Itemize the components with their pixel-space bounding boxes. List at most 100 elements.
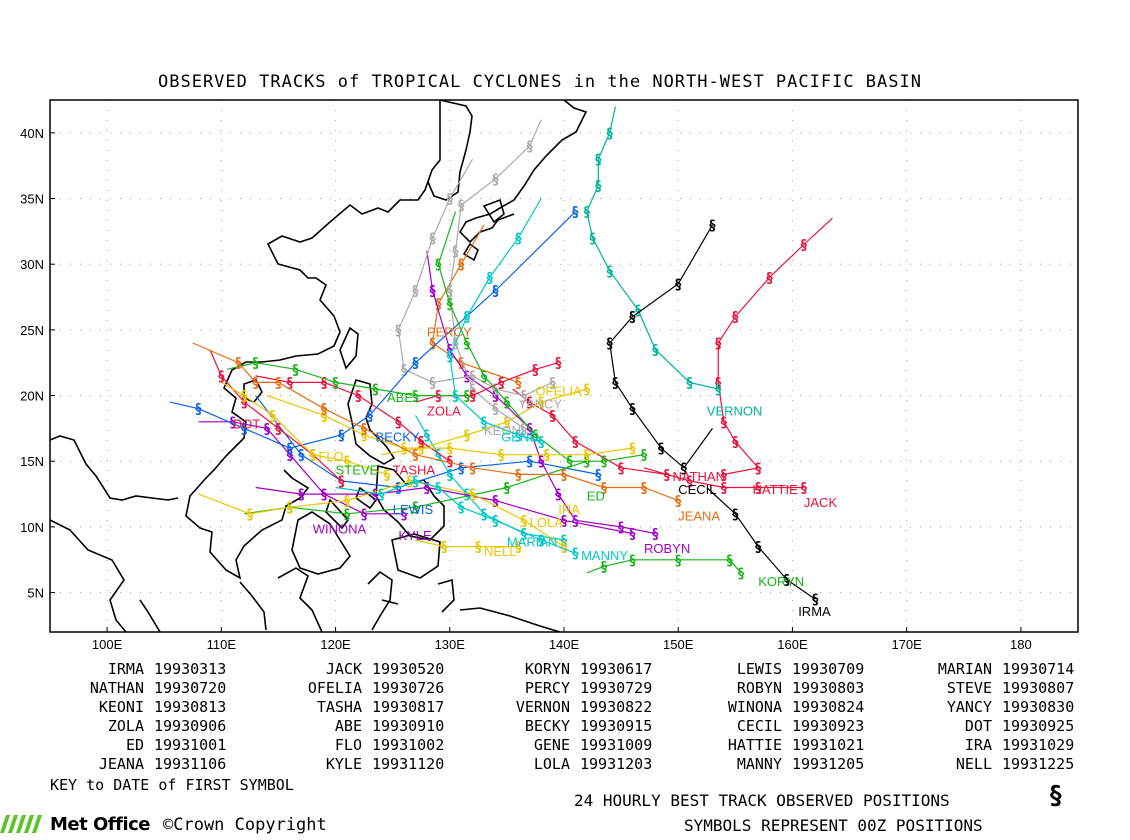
cyclone-position-icon: §: [811, 592, 819, 608]
key-storm-date: 19930720: [154, 679, 227, 697]
track-line: [449, 198, 542, 443]
track-irma: § § § §: [706, 487, 820, 608]
storm-label-lola: LOLA: [530, 515, 564, 530]
cyclone-position-icon: §: [446, 192, 454, 208]
key-storm-name: GENE: [533, 736, 570, 754]
cyclone-position-icon: §: [594, 152, 602, 168]
cyclone-position-icon: §: [428, 336, 436, 352]
storm-label-dot: DOT: [233, 416, 260, 431]
key-storm-date: 19930726: [372, 679, 445, 697]
cyclone-position-icon: §: [731, 507, 739, 523]
cyclone-position-icon: §: [782, 573, 790, 589]
key-entry: JEANA 19931106: [26, 755, 226, 773]
cyclone-position-icon: §: [543, 448, 551, 464]
cyclone-position-icon: §: [503, 481, 511, 497]
cyclone-position-icon: §: [428, 231, 436, 247]
track-abe: §§§§§§: [226, 356, 471, 405]
cyclone-position-icon: §: [491, 172, 499, 188]
key-storm-name: KYLE: [325, 755, 362, 773]
track-dot: §§§§§: [209, 349, 346, 490]
cyclone-position-icon: §: [714, 336, 722, 352]
cyclone-position-icon: §: [400, 362, 408, 378]
cyclone-position-icon: §: [423, 428, 431, 444]
key-entry: KYLE 19931120: [244, 755, 444, 773]
track-kyle: §§§§§§: [255, 481, 637, 543]
cyclone-position-icon: §: [428, 375, 436, 391]
x-tick-label: 110E: [207, 637, 237, 652]
cyclone-position-icon: §: [514, 428, 522, 444]
cyclone-position-icon: §: [565, 454, 573, 470]
key-entry: STEVE 19930807: [874, 679, 1074, 697]
cyclone-position-icon: §: [657, 441, 665, 457]
cyclone-position-icon: §: [308, 448, 316, 464]
cyclone-position-icon: §: [531, 362, 539, 378]
cyclone-position-icon: §: [611, 375, 619, 391]
cyclone-position-icon: §: [371, 487, 379, 503]
storm-label-keoni: KEONI: [484, 423, 524, 438]
key-entry: YANCY 19930830: [874, 698, 1074, 716]
cyclone-position-icon: §: [754, 540, 762, 556]
cyclone-position-icon: §: [605, 336, 613, 352]
key-storm-name: LEWIS: [736, 660, 782, 678]
cyclone-position-icon: §: [320, 402, 328, 418]
key-storm-name: IRA: [964, 736, 992, 754]
cyclone-position-icon: §: [525, 454, 533, 470]
cyclone-position-icon: §: [474, 540, 482, 556]
cyclone-position-icon: §: [360, 507, 368, 523]
cyclone-position-icon: §: [417, 441, 425, 457]
x-tick-label: 150E: [663, 637, 694, 652]
cyclone-position-icon: §: [520, 513, 528, 529]
track-line: [586, 559, 742, 574]
cyclone-position-icon: §: [217, 369, 225, 385]
cyclone-position-icon: §: [628, 310, 636, 326]
storm-label-ofelia: OFELIA: [535, 384, 582, 399]
storm-label-robyn: ROBYN: [644, 541, 690, 556]
key-storm-name: NELL: [955, 755, 992, 773]
cyclone-position-icon: §: [440, 540, 448, 556]
key-storm-name: FLO: [334, 736, 362, 754]
storm-label-vernon: VERNON: [707, 403, 763, 418]
key-storm-date: 19930520: [372, 660, 445, 678]
key-entry: ABE 19930910: [244, 717, 444, 735]
cyclone-position-icon: §: [708, 218, 716, 234]
key-storm-date: 19930923: [792, 717, 865, 735]
track-manny: §§§§§§§: [335, 474, 580, 562]
cyclone-position-icon: §: [468, 461, 476, 477]
cyclone-position-icon: §: [291, 362, 299, 378]
cyclone-position-icon: §: [714, 382, 722, 398]
met-office-logo: Met Office: [0, 812, 151, 836]
storm-label-ira: IRA: [558, 502, 580, 517]
cyclone-position-icon: §: [446, 284, 454, 300]
storm-label-koryn: KORYN: [758, 574, 804, 589]
cyclone-position-icon: §: [520, 421, 528, 437]
cyclone-position-icon: §: [446, 349, 454, 365]
cyclone-position-icon: §: [457, 461, 465, 477]
cyclone-position-icon: §: [411, 356, 419, 372]
track-line: [717, 217, 833, 475]
cyclone-position-icon: §: [628, 527, 636, 543]
key-storm-name: ZOLA: [107, 717, 144, 735]
storm-label-marian: MARIAN: [507, 535, 558, 550]
x-tick-label: 120E: [320, 637, 351, 652]
cyclone-position-icon: §: [194, 402, 202, 418]
track-line: [643, 467, 804, 489]
track-line: [198, 421, 405, 515]
cyclone-position-icon: §: [286, 441, 294, 457]
track-hattie: §§§§: [643, 467, 808, 497]
key-storm-date: 19930729: [580, 679, 653, 697]
cyclone-position-icon: §: [297, 487, 305, 503]
cyclone-position-icon: §: [331, 375, 339, 391]
cyclone-position-icon: §: [234, 356, 242, 372]
cyclone-position-icon: §: [463, 389, 471, 405]
cyclone-position-icon: §: [451, 389, 459, 405]
cyclone-position-icon: §: [571, 513, 579, 529]
cyclone-position-icon: §: [503, 395, 511, 411]
cyclone-position-icon: §: [446, 343, 454, 359]
key-storm-date: 19930313: [154, 660, 227, 678]
track-line: [255, 486, 633, 535]
storm-label-manny: MANNY: [581, 548, 628, 563]
storm-label-jack: JACK: [804, 495, 838, 510]
track-jeana: §§§§§§§§§§§§: [192, 342, 682, 510]
legend-line-1: 24 HOURLY BEST TRACK OBSERVED POSITIONS: [574, 791, 950, 810]
storm-label-abe: ABE: [387, 390, 413, 405]
